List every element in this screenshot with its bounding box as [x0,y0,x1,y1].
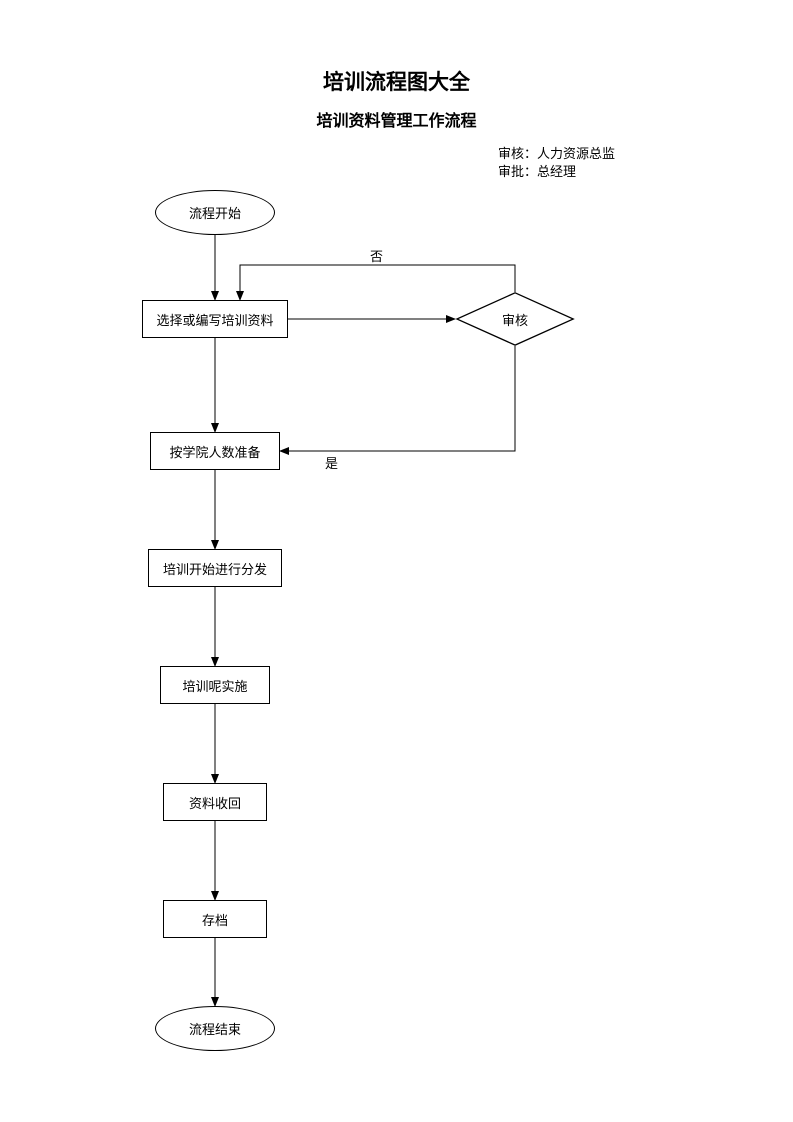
node-prepare: 按学院人数准备 [150,432,280,470]
node-prepare-label: 按学院人数准备 [169,442,260,461]
node-select-label: 选择或编写培训资料 [156,310,273,329]
node-select: 选择或编写培训资料 [142,300,288,338]
node-start-label: 流程开始 [189,203,241,222]
node-review-label: 审核 [502,310,528,329]
page-title: 培训流程图大全 [323,66,470,96]
edge-label: 是 [325,453,338,472]
node-distrib-label: 培训开始进行分发 [163,559,267,578]
node-archive: 存档 [163,900,267,938]
edge-label: 否 [370,246,383,265]
page-subtitle: 培训资料管理工作流程 [316,107,476,131]
node-impl-label: 培训呢实施 [182,676,247,695]
node-distrib: 培训开始进行分发 [148,549,282,587]
node-recover: 资料收回 [163,783,267,821]
node-start: 流程开始 [155,190,275,235]
node-end: 流程结束 [155,1006,275,1051]
node-review: 审核 [455,292,575,346]
meta-reviewer: 审核：人力资源总监 [498,143,615,162]
flowchart-edges [0,0,793,1122]
meta-approver: 审批：总经理 [498,161,576,180]
node-recover-label: 资料收回 [189,793,241,812]
node-end-label: 流程结束 [189,1019,241,1038]
node-impl: 培训呢实施 [160,666,270,704]
node-archive-label: 存档 [202,910,228,929]
